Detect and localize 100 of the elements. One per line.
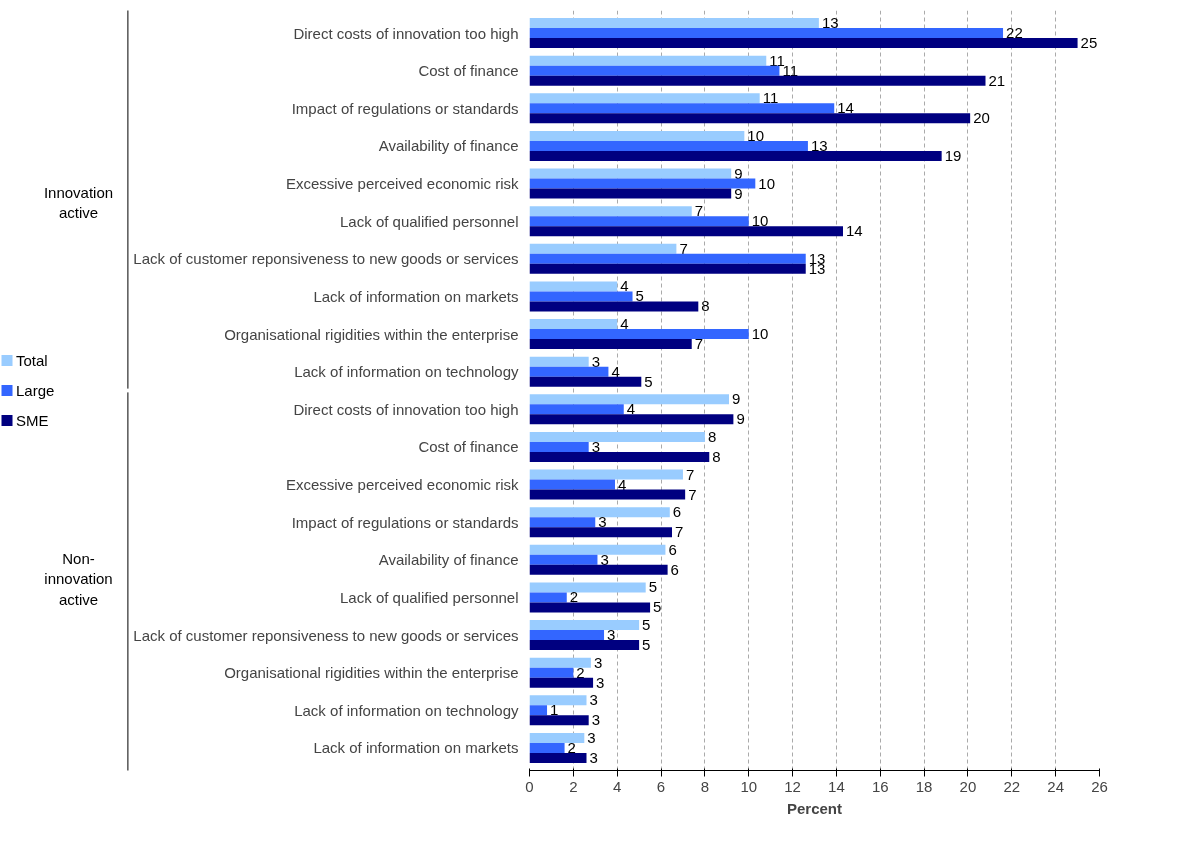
data-label: 2 [569, 588, 579, 606]
x-tick-label: 8 [700, 777, 710, 795]
bar [529, 216, 749, 227]
data-label: 3 [596, 673, 605, 691]
y-tick-label: Lack of customer reponsiveness to new goods or services [133, 626, 519, 644]
bar [529, 55, 767, 66]
bar [529, 667, 574, 678]
data-label: 7 [688, 485, 697, 503]
data-label: 3 [593, 653, 603, 671]
text: Innovation active [43, 183, 114, 222]
bar [529, 592, 567, 603]
data-label: 7 [685, 465, 695, 483]
data-label: 10 [751, 325, 769, 343]
x-axis-title: Percent [786, 799, 843, 817]
y-tick-label: Lack of information on technology [294, 701, 519, 719]
data-label: 5 [642, 636, 651, 654]
data-label: 11 [762, 89, 779, 107]
bar [529, 394, 729, 405]
bar [529, 620, 640, 631]
bar [529, 75, 986, 86]
x-tick-label: 24 [1047, 777, 1064, 795]
y-tick-label: Organisational rigidities within the enterprise [224, 325, 519, 343]
bar [529, 715, 589, 726]
data-label: 7 [675, 523, 684, 541]
data-label: 4 [611, 362, 620, 380]
data-label: 22 [1006, 24, 1023, 42]
bar [529, 507, 670, 518]
data-label: 10 [747, 126, 765, 144]
bar [529, 93, 760, 104]
bar [529, 366, 609, 377]
bar [529, 140, 808, 151]
bar [529, 677, 594, 688]
x-tick-label: 20 [959, 777, 977, 795]
data-label: 7 [694, 202, 704, 220]
data-label: 9 [732, 390, 741, 408]
bar [529, 640, 640, 651]
y-tick-label: Lack of customer reponsiveness to new goods or services [133, 250, 519, 268]
data-label: 3 [607, 626, 616, 644]
y-tick-label: Availability of finance [378, 137, 519, 155]
bar [529, 356, 589, 367]
y-tick-label: Impact of regulations or standards [291, 513, 519, 531]
y-tick-label: Organisational rigidities within the enterprise [224, 664, 519, 682]
data-label: 1 [550, 701, 559, 719]
data-label: 3 [591, 437, 601, 455]
bar [529, 301, 699, 312]
data-label: 13 [810, 136, 828, 154]
data-label: 3 [587, 728, 596, 746]
data-label: 5 [635, 287, 644, 305]
data-label: 9 [736, 410, 745, 428]
bar [529, 291, 633, 302]
data-label: 8 [707, 427, 717, 445]
data-label: 11 [769, 51, 785, 69]
x-tick-label: 18 [915, 777, 933, 795]
bar [529, 206, 692, 217]
data-label: 5 [642, 616, 651, 634]
x-tick-label: 6 [656, 777, 666, 795]
y-tick-label: Lack of information on markets [313, 739, 519, 757]
bar [529, 451, 710, 462]
data-label: 3 [598, 513, 607, 531]
data-label: 20 [973, 109, 990, 127]
y-tick-label: Cost of finance [418, 438, 519, 456]
bar [529, 319, 618, 330]
bar [529, 178, 756, 189]
x-tick-label: 22 [1003, 777, 1021, 795]
bar [529, 441, 589, 452]
bar [529, 263, 806, 274]
bar [529, 28, 1004, 39]
bar [529, 469, 683, 480]
data-label: 5 [653, 598, 662, 616]
text: Non-innovation active [44, 549, 113, 608]
x-tick-label: 16 [871, 777, 889, 795]
data-label: 3 [589, 748, 598, 766]
bar [529, 752, 587, 763]
data-label: 19 [944, 146, 962, 164]
data-label: 3 [589, 691, 598, 709]
bar [529, 226, 843, 237]
data-label: 4 [626, 400, 636, 418]
data-label: 14 [837, 99, 854, 117]
y-tick-label: Excessive perceived economic risk [285, 175, 519, 193]
y-tick-label: Availability of finance [378, 551, 519, 569]
y-tick-label: Cost of finance [418, 62, 519, 80]
data-label: 8 [701, 297, 710, 315]
bar [529, 113, 971, 124]
bar [529, 602, 651, 613]
bar [529, 65, 780, 76]
bar [529, 517, 596, 528]
bar [529, 243, 677, 254]
bar [529, 281, 618, 292]
y-tick-label: Lack of information on technology [294, 363, 519, 381]
bar [529, 150, 942, 161]
bar [529, 695, 587, 706]
data-label: 11 [782, 61, 798, 79]
legend-label: Large [16, 382, 55, 399]
data-label: 7 [679, 239, 688, 257]
bar [529, 527, 672, 538]
data-label: 25 [1080, 34, 1098, 52]
bar [529, 489, 686, 500]
data-label: 14 [846, 222, 863, 240]
bar [529, 732, 585, 743]
y-tick-label: Lack of qualified personnel [340, 588, 519, 606]
